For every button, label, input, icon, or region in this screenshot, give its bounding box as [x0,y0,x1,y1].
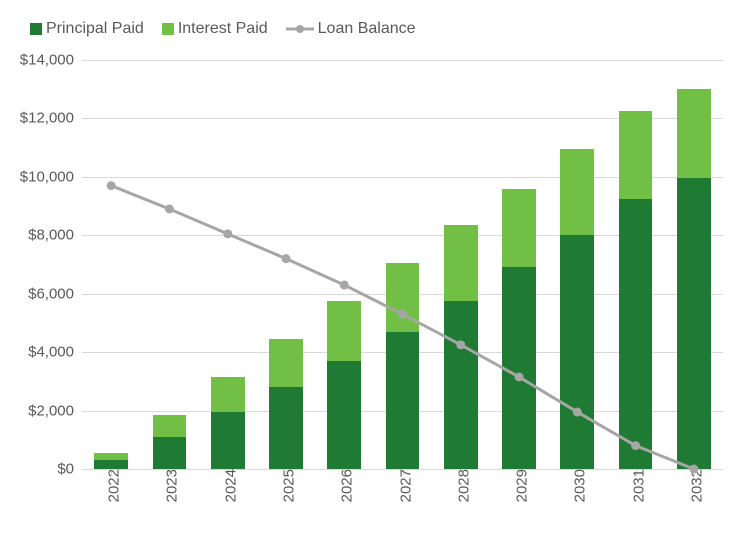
legend-label: Principal Paid [46,20,144,38]
y-tick-label: $4,000 [28,344,82,361]
loan-balance-line [111,186,694,469]
y-tick-label: $6,000 [28,285,82,302]
x-tick-label: 2031 [624,469,647,502]
loan-balance-marker [689,465,698,474]
loan-balance-marker [223,229,232,238]
legend-swatch [30,23,42,35]
x-tick-label: 2029 [508,469,531,502]
plot-area: $0$2,000$4,000$6,000$8,000$10,000$12,000… [82,60,723,469]
y-tick-label: $14,000 [20,52,82,69]
y-tick-label: $8,000 [28,227,82,244]
x-tick-label: 2028 [449,469,472,502]
x-tick-label: 2024 [216,469,239,502]
legend-item: Interest Paid [162,20,268,38]
loan-balance-marker [398,310,407,319]
line-series [82,60,723,469]
y-tick-label: $12,000 [20,110,82,127]
x-tick-label: 2025 [274,469,297,502]
loan-balance-marker [456,340,465,349]
x-tick-label: 2027 [391,469,414,502]
legend-label: Loan Balance [318,20,416,38]
loan-balance-marker [107,181,116,190]
x-tick-label: 2023 [158,469,181,502]
legend-swatch [162,23,174,35]
legend-item: Principal Paid [30,20,144,38]
x-tick-label: 2022 [100,469,123,502]
y-tick-label: $0 [57,461,82,478]
legend: Principal Paid Interest Paid Loan Balance [30,20,416,38]
legend-item: Loan Balance [286,20,416,38]
y-tick-label: $2,000 [28,402,82,419]
loan-balance-marker [340,280,349,289]
x-tick-label: 2026 [333,469,356,502]
legend-line-swatch [286,23,314,35]
y-tick-label: $10,000 [20,168,82,185]
amortization-chart: Principal PaidInterest PaidLoan Balance … [0,0,753,539]
loan-balance-marker [573,408,582,417]
legend-label: Interest Paid [178,20,268,38]
x-tick-label: 2030 [566,469,589,502]
loan-balance-marker [631,441,640,450]
loan-balance-marker [281,254,290,263]
loan-balance-marker [515,372,524,381]
x-tick-label: 2032 [682,469,705,502]
loan-balance-marker [165,204,174,213]
